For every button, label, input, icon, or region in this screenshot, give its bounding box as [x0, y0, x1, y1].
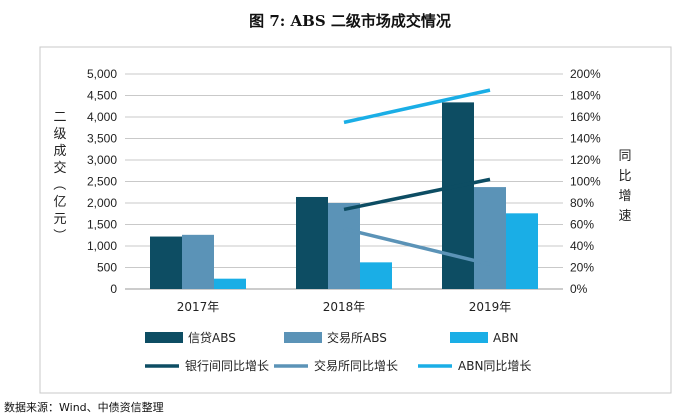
right-tick-label: 20%: [570, 261, 594, 275]
left-tick-label: 2,500: [87, 175, 117, 189]
left-axis-title-char: 二: [53, 110, 66, 125]
left-axis-title-char: （: [51, 177, 66, 190]
legend: 信贷ABS 交易所ABS ABN 银行间同比增长 交易所同比增长 ABN同比增长: [145, 330, 531, 373]
bar: [474, 187, 506, 289]
category-label: 2019年: [469, 300, 512, 314]
left-axis-title-char: 亿: [53, 195, 66, 210]
right-tick-label: 80%: [570, 196, 594, 210]
legend-label: ABN: [493, 331, 518, 345]
right-axis-title-char: 比: [618, 169, 631, 184]
series-line: [343, 227, 491, 266]
right-tick-label: 140%: [570, 132, 601, 146]
legend-label: 银行间同比增长: [185, 359, 269, 373]
legend-swatch: [145, 332, 183, 343]
right-tick-label: 60%: [570, 218, 594, 232]
right-axis-title-char: 速: [618, 209, 631, 224]
legend-label: 信贷ABS: [188, 331, 236, 345]
right-tick-label: 0%: [570, 282, 588, 296]
left-axis-ticks: 5,000 4,500 4,000 3,500 3,000 2,500 2,000 1,500…: [87, 67, 117, 296]
left-axis-title-char: 成: [53, 144, 66, 159]
series-line: [343, 177, 491, 212]
bar: [506, 213, 538, 289]
right-tick-label: 120%: [570, 153, 601, 167]
legend-swatch: [450, 332, 488, 343]
left-tick-label: 1,500: [87, 218, 117, 232]
bar: [150, 236, 182, 289]
right-axis-ticks: 200% 180% 160% 140% 120% 100% 80% 60% 40% 20% 0%: [570, 67, 601, 296]
category-label: 2018年: [323, 300, 366, 314]
legend-label: 交易所ABS: [327, 330, 387, 345]
bar: [328, 203, 360, 289]
left-axis-title-char: 级: [53, 127, 66, 142]
bar: [360, 262, 392, 289]
legend-label: 交易所同比增长: [314, 358, 398, 373]
legend-swatch: [284, 332, 322, 343]
category-label: 2017年: [177, 300, 220, 314]
right-tick-label: 40%: [570, 239, 594, 253]
chart-title: 图 7: ABS 二级市场成交情况: [249, 12, 451, 30]
left-tick-label: 3,500: [87, 132, 117, 146]
source-note: 数据来源：Wind、中债资信整理: [4, 401, 164, 414]
bar: [296, 196, 328, 289]
left-tick-label: 4,000: [87, 110, 117, 124]
left-tick-label: 500: [97, 261, 117, 275]
right-axis-title-char: 同: [618, 149, 631, 164]
chart-frame: [39, 46, 672, 394]
left-tick-label: 0: [110, 282, 117, 296]
left-axis-title-char: 交: [53, 160, 66, 176]
right-tick-label: 200%: [570, 67, 601, 81]
left-axis-title-char: ）: [51, 228, 66, 241]
legend-label: ABN同比增长: [458, 359, 531, 373]
bars: [150, 102, 538, 289]
left-tick-label: 1,000: [87, 239, 117, 253]
right-tick-label: 160%: [570, 110, 601, 124]
series-line: [343, 88, 491, 125]
left-tick-label: 5,000: [87, 67, 117, 81]
right-tick-label: 180%: [570, 89, 601, 103]
category-labels: 2017年 2018年 2019年: [177, 300, 512, 314]
left-axis-title-char: 元: [53, 212, 66, 227]
left-tick-label: 4,500: [87, 89, 117, 103]
bar: [182, 234, 214, 289]
right-tick-label: 100%: [570, 175, 601, 189]
left-tick-label: 3,000: [87, 153, 117, 167]
right-axis-title-char: 增: [618, 189, 631, 204]
left-tick-label: 2,000: [87, 196, 117, 210]
growth-lines: [343, 88, 491, 266]
bar: [214, 278, 246, 289]
